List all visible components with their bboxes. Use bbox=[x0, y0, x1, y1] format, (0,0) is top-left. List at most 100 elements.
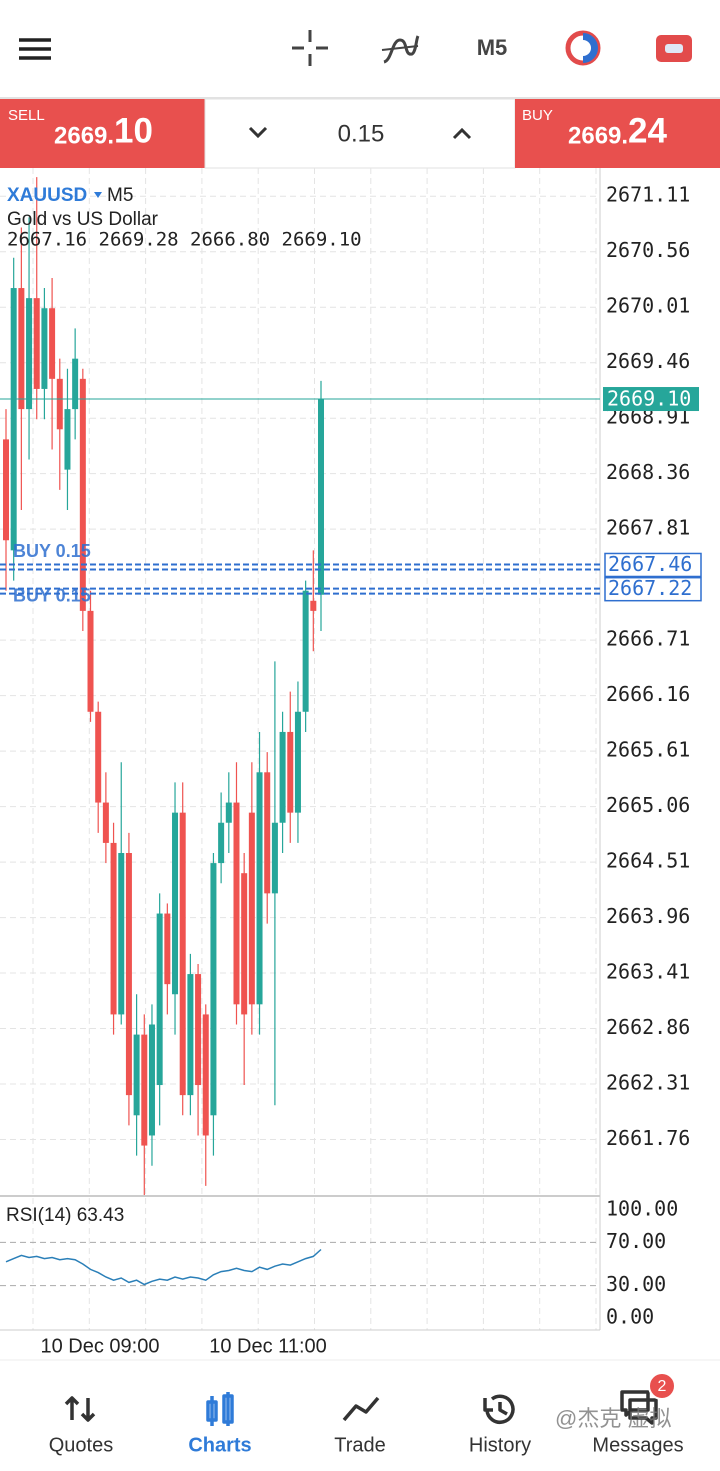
candle-body bbox=[102, 802, 109, 843]
rsi-line bbox=[5, 1248, 322, 1286]
rsi-label: RSI(14) 63.43 bbox=[6, 1205, 124, 1226]
candle-body bbox=[110, 842, 117, 1015]
time-label: 10 Dec 11:00 bbox=[209, 1335, 327, 1357]
symbol-dropdown[interactable] bbox=[94, 192, 102, 198]
rsi-tick-label: 0.00 bbox=[606, 1305, 654, 1329]
bottom-nav bbox=[0, 1360, 720, 1471]
nav-label[interactable]: Trade bbox=[334, 1434, 386, 1456]
current-price-label: 2669.10 bbox=[607, 387, 691, 411]
candle-body bbox=[49, 308, 56, 379]
volume[interactable]: 0.15 bbox=[338, 120, 385, 147]
badge bbox=[648, 1372, 676, 1400]
nav-icon[interactable] bbox=[620, 1390, 658, 1425]
candle-body bbox=[241, 873, 248, 1015]
sell-price-big: 10 bbox=[114, 111, 153, 150]
nav-label[interactable]: History bbox=[469, 1434, 531, 1456]
candle-body bbox=[118, 853, 125, 1015]
candle-body bbox=[233, 802, 240, 1005]
sell-label: SELL bbox=[8, 107, 45, 124]
crosshair-button[interactable] bbox=[292, 30, 328, 66]
nav-label[interactable]: Charts bbox=[188, 1434, 251, 1456]
volume-up[interactable] bbox=[452, 127, 472, 140]
rsi-tick-label: 100.00 bbox=[606, 1197, 678, 1221]
watermark: @杰克 虚拟 bbox=[555, 1406, 671, 1431]
y-tick-label: 2670.56 bbox=[606, 238, 690, 262]
y-tick-label: 2665.61 bbox=[606, 738, 690, 762]
order-price-label: 2667.46 bbox=[608, 552, 692, 576]
candle-body bbox=[172, 812, 179, 995]
y-tick-label: 2664.51 bbox=[606, 849, 690, 873]
y-tick-label: 2665.06 bbox=[606, 793, 690, 817]
candle-body bbox=[287, 731, 294, 813]
symbol[interactable]: XAUUSD bbox=[7, 185, 87, 206]
candle-body bbox=[225, 802, 232, 823]
y-tick-label: 2667.81 bbox=[606, 516, 690, 540]
ohlc: 2667.16 2669.28 2666.80 2669.10 bbox=[7, 229, 362, 251]
trade-button[interactable] bbox=[656, 35, 692, 62]
candle-body bbox=[271, 822, 278, 894]
nav-icon[interactable] bbox=[64, 1396, 96, 1422]
candle-body bbox=[33, 298, 40, 389]
nav-items: Quotes Charts Trade History Messages 2 bbox=[49, 1372, 684, 1456]
candle-body bbox=[187, 974, 194, 1096]
order-label: BUY 0.15 bbox=[13, 585, 91, 605]
candle-body bbox=[279, 731, 286, 823]
menu-button[interactable] bbox=[19, 38, 51, 60]
indicators-button[interactable] bbox=[381, 35, 420, 64]
y-tick-label: 2662.86 bbox=[606, 1015, 690, 1039]
nav-icon[interactable] bbox=[483, 1394, 515, 1424]
candle-body bbox=[156, 913, 163, 1086]
candle-body bbox=[87, 610, 94, 712]
nav-label[interactable]: Messages bbox=[592, 1434, 683, 1456]
candle-body bbox=[10, 288, 17, 551]
y-tick-label: 2661.76 bbox=[606, 1126, 690, 1150]
candle-body bbox=[294, 711, 301, 813]
candle-body bbox=[210, 863, 217, 1116]
rsi-tick-label: 70.00 bbox=[606, 1229, 666, 1253]
candle-body bbox=[64, 409, 71, 470]
nav-icon[interactable] bbox=[206, 1392, 234, 1426]
y-tick-label: 2663.41 bbox=[606, 960, 690, 984]
y-tick-label: 2668.36 bbox=[606, 460, 690, 484]
buy-button[interactable] bbox=[515, 99, 720, 168]
order-price-box bbox=[604, 576, 702, 602]
y-tick-label: 2662.31 bbox=[606, 1071, 690, 1095]
buy-label: BUY bbox=[522, 107, 553, 124]
candle-body bbox=[18, 288, 25, 410]
time-label: 10 Dec 09:00 bbox=[41, 1335, 160, 1357]
buy-price-small: 2669. bbox=[568, 122, 628, 149]
nav-label[interactable]: Quotes bbox=[49, 1434, 113, 1456]
candle-body bbox=[148, 1024, 155, 1136]
candle-body bbox=[248, 812, 255, 1005]
sell-button[interactable] bbox=[0, 99, 205, 168]
candle-body bbox=[125, 853, 132, 1096]
nav-icon[interactable] bbox=[342, 1396, 380, 1422]
y-tick-label: 2669.46 bbox=[606, 349, 690, 373]
order-label: BUY 0.15 bbox=[13, 541, 91, 561]
order-price-box bbox=[604, 552, 702, 578]
candle-body bbox=[195, 974, 202, 1086]
candle-body bbox=[41, 308, 48, 389]
toolbar bbox=[0, 0, 720, 98]
candle-body bbox=[179, 812, 186, 1096]
y-tick-label: 2666.71 bbox=[606, 627, 690, 651]
candle-body bbox=[79, 378, 86, 611]
buy-price-big: 24 bbox=[628, 111, 667, 150]
volume-down[interactable] bbox=[248, 126, 268, 139]
candle-body bbox=[141, 1034, 148, 1146]
y-tick-label: 2670.01 bbox=[606, 294, 690, 318]
timeframe-button[interactable]: M5 bbox=[477, 35, 508, 60]
chart-timeframe: M5 bbox=[107, 185, 133, 206]
candle-body bbox=[3, 439, 9, 541]
candle-body bbox=[56, 378, 63, 430]
candle-body bbox=[264, 772, 271, 894]
clock-button[interactable] bbox=[565, 30, 601, 66]
candle-body bbox=[72, 358, 79, 410]
y-tick-label: 2663.96 bbox=[606, 904, 690, 928]
current-price-box bbox=[603, 387, 699, 412]
candle-body bbox=[218, 822, 225, 864]
candle-body bbox=[302, 590, 309, 712]
candle-body bbox=[95, 711, 102, 803]
candle-body bbox=[256, 772, 263, 1005]
